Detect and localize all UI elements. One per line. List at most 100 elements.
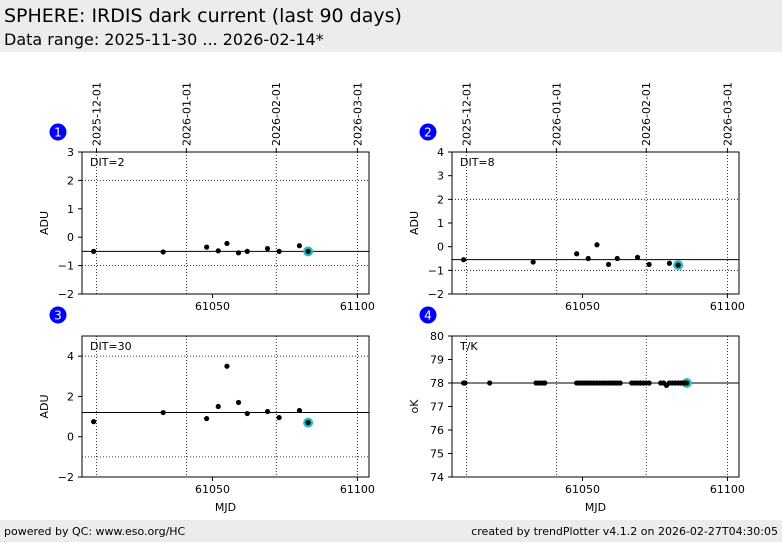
y-tick-label: 75 — [430, 448, 444, 461]
y-tick-label: 2 — [67, 390, 74, 403]
y-tick-label: −2 — [428, 288, 444, 301]
y-tick-label: 1 — [437, 217, 444, 230]
data-point — [530, 259, 536, 265]
plot-frame — [451, 151, 740, 295]
y-tick-label: 80 — [430, 330, 444, 343]
y-tick-label: −2 — [58, 288, 74, 301]
panel-badge-label: 2 — [424, 126, 432, 140]
y-axis-label: ADU — [38, 211, 51, 235]
panel-annotation: DIT=2 — [90, 156, 125, 169]
y-tick-label: 1 — [67, 203, 74, 216]
date-tick-label: 2026-03-01 — [721, 82, 734, 146]
date-tick-label: 2026-03-01 — [351, 82, 364, 146]
y-axis-label: oK — [408, 399, 421, 414]
data-point — [235, 250, 242, 256]
chart-panel-1: 1 −2 −1 0 1 2 3 61050 61100 2025-12-01 2026-01-01 2… — [38, 82, 375, 313]
x-tick-label: 61100 — [710, 300, 745, 313]
panel-annotation: DIT=8 — [460, 156, 495, 169]
x-axis-label: MJD — [585, 501, 606, 514]
panel-badge-label: 4 — [424, 309, 432, 323]
data-point — [605, 261, 612, 268]
y-tick-label: 76 — [430, 424, 444, 437]
y-tick-label: 3 — [67, 146, 74, 159]
panel-badge — [419, 306, 437, 324]
data-point — [215, 403, 221, 410]
date-tick-label: 2025-12-01 — [460, 82, 473, 146]
date-tick-label: 2026-02-01 — [270, 82, 283, 146]
plot-frame — [81, 151, 370, 295]
x-tick-label: 61100 — [710, 483, 745, 496]
date-tick-label: 2026-01-01 — [180, 82, 193, 146]
y-tick-label: 2 — [67, 174, 74, 187]
data-point — [594, 242, 600, 248]
data-point — [305, 420, 311, 426]
y-axis-label: ADU — [408, 211, 421, 235]
data-point — [90, 248, 97, 254]
y-tick-label: 0 — [437, 241, 444, 254]
data-point — [264, 245, 271, 252]
x-tick-label: 61050 — [565, 300, 600, 313]
panel-badge — [49, 123, 67, 141]
y-tick-label: 2 — [437, 193, 444, 206]
data-point — [542, 380, 548, 386]
data-point — [305, 248, 311, 254]
data-point — [666, 260, 673, 266]
header-bar: SPHERE: IRDIS dark current (last 90 days… — [0, 0, 782, 52]
data-point — [215, 248, 221, 254]
data-point — [574, 251, 580, 257]
data-point — [684, 380, 690, 386]
panel-badge-label: 1 — [54, 126, 62, 140]
panel-badge-label: 3 — [54, 309, 62, 323]
y-tick-label: 0 — [67, 231, 74, 244]
panel-badge — [49, 306, 67, 324]
chart-panel-2: 2 −2 −1 0 1 2 3 4 61050 61100 2025-12-01 2026-01-01… — [408, 82, 745, 313]
data-point — [462, 380, 468, 386]
panel-annotation: T/K — [459, 340, 478, 353]
plot-frame — [81, 335, 370, 478]
data-point — [264, 408, 271, 415]
page-subtitle: Data range: 2025-11-30 ... 2026-02-14* — [4, 30, 324, 49]
data-point — [675, 262, 681, 268]
footer-created: created by trendPlotter v4.1.2 on 2026-0… — [471, 525, 778, 538]
data-point — [646, 261, 652, 268]
panel-badge — [419, 123, 437, 141]
data-point — [224, 240, 230, 247]
footer-bar: powered by QC: www.eso.org/HC created by… — [0, 520, 782, 542]
data-point — [276, 248, 282, 254]
page-title: SPHERE: IRDIS dark current (last 90 days… — [4, 5, 402, 27]
data-point — [296, 407, 303, 414]
data-point — [235, 399, 242, 406]
y-tick-label: −2 — [58, 471, 74, 484]
data-point — [296, 243, 303, 249]
y-tick-label: 4 — [67, 350, 74, 363]
x-tick-label: 61050 — [195, 483, 230, 496]
y-tick-label: 3 — [437, 170, 444, 183]
y-tick-label: 0 — [67, 431, 74, 444]
data-point — [244, 248, 250, 254]
panel-annotation: DIT=30 — [90, 340, 132, 353]
data-point — [276, 414, 282, 421]
data-point — [224, 363, 230, 369]
data-point — [160, 409, 166, 416]
x-tick-label: 61100 — [340, 483, 375, 496]
data-point — [460, 257, 467, 263]
chart-panel-4: 4 74 75 76 77 78 79 80 61050 61100 oK MJD T/K — [408, 306, 745, 514]
y-tick-label: 4 — [437, 146, 444, 159]
y-axis-label: ADU — [38, 394, 51, 418]
data-point — [634, 254, 641, 260]
data-point — [585, 255, 591, 262]
data-point — [614, 255, 620, 262]
data-point — [617, 380, 623, 386]
data-point — [646, 380, 652, 386]
data-point — [204, 415, 210, 422]
y-tick-label: 74 — [430, 471, 444, 484]
y-tick-label: −1 — [58, 260, 74, 273]
date-tick-label: 2026-01-01 — [550, 82, 563, 146]
y-tick-label: −1 — [428, 264, 444, 277]
x-tick-label: 61100 — [340, 300, 375, 313]
data-point — [160, 249, 166, 255]
date-tick-label: 2026-02-01 — [640, 82, 653, 146]
y-tick-label: 78 — [430, 377, 444, 390]
data-point — [204, 244, 210, 250]
